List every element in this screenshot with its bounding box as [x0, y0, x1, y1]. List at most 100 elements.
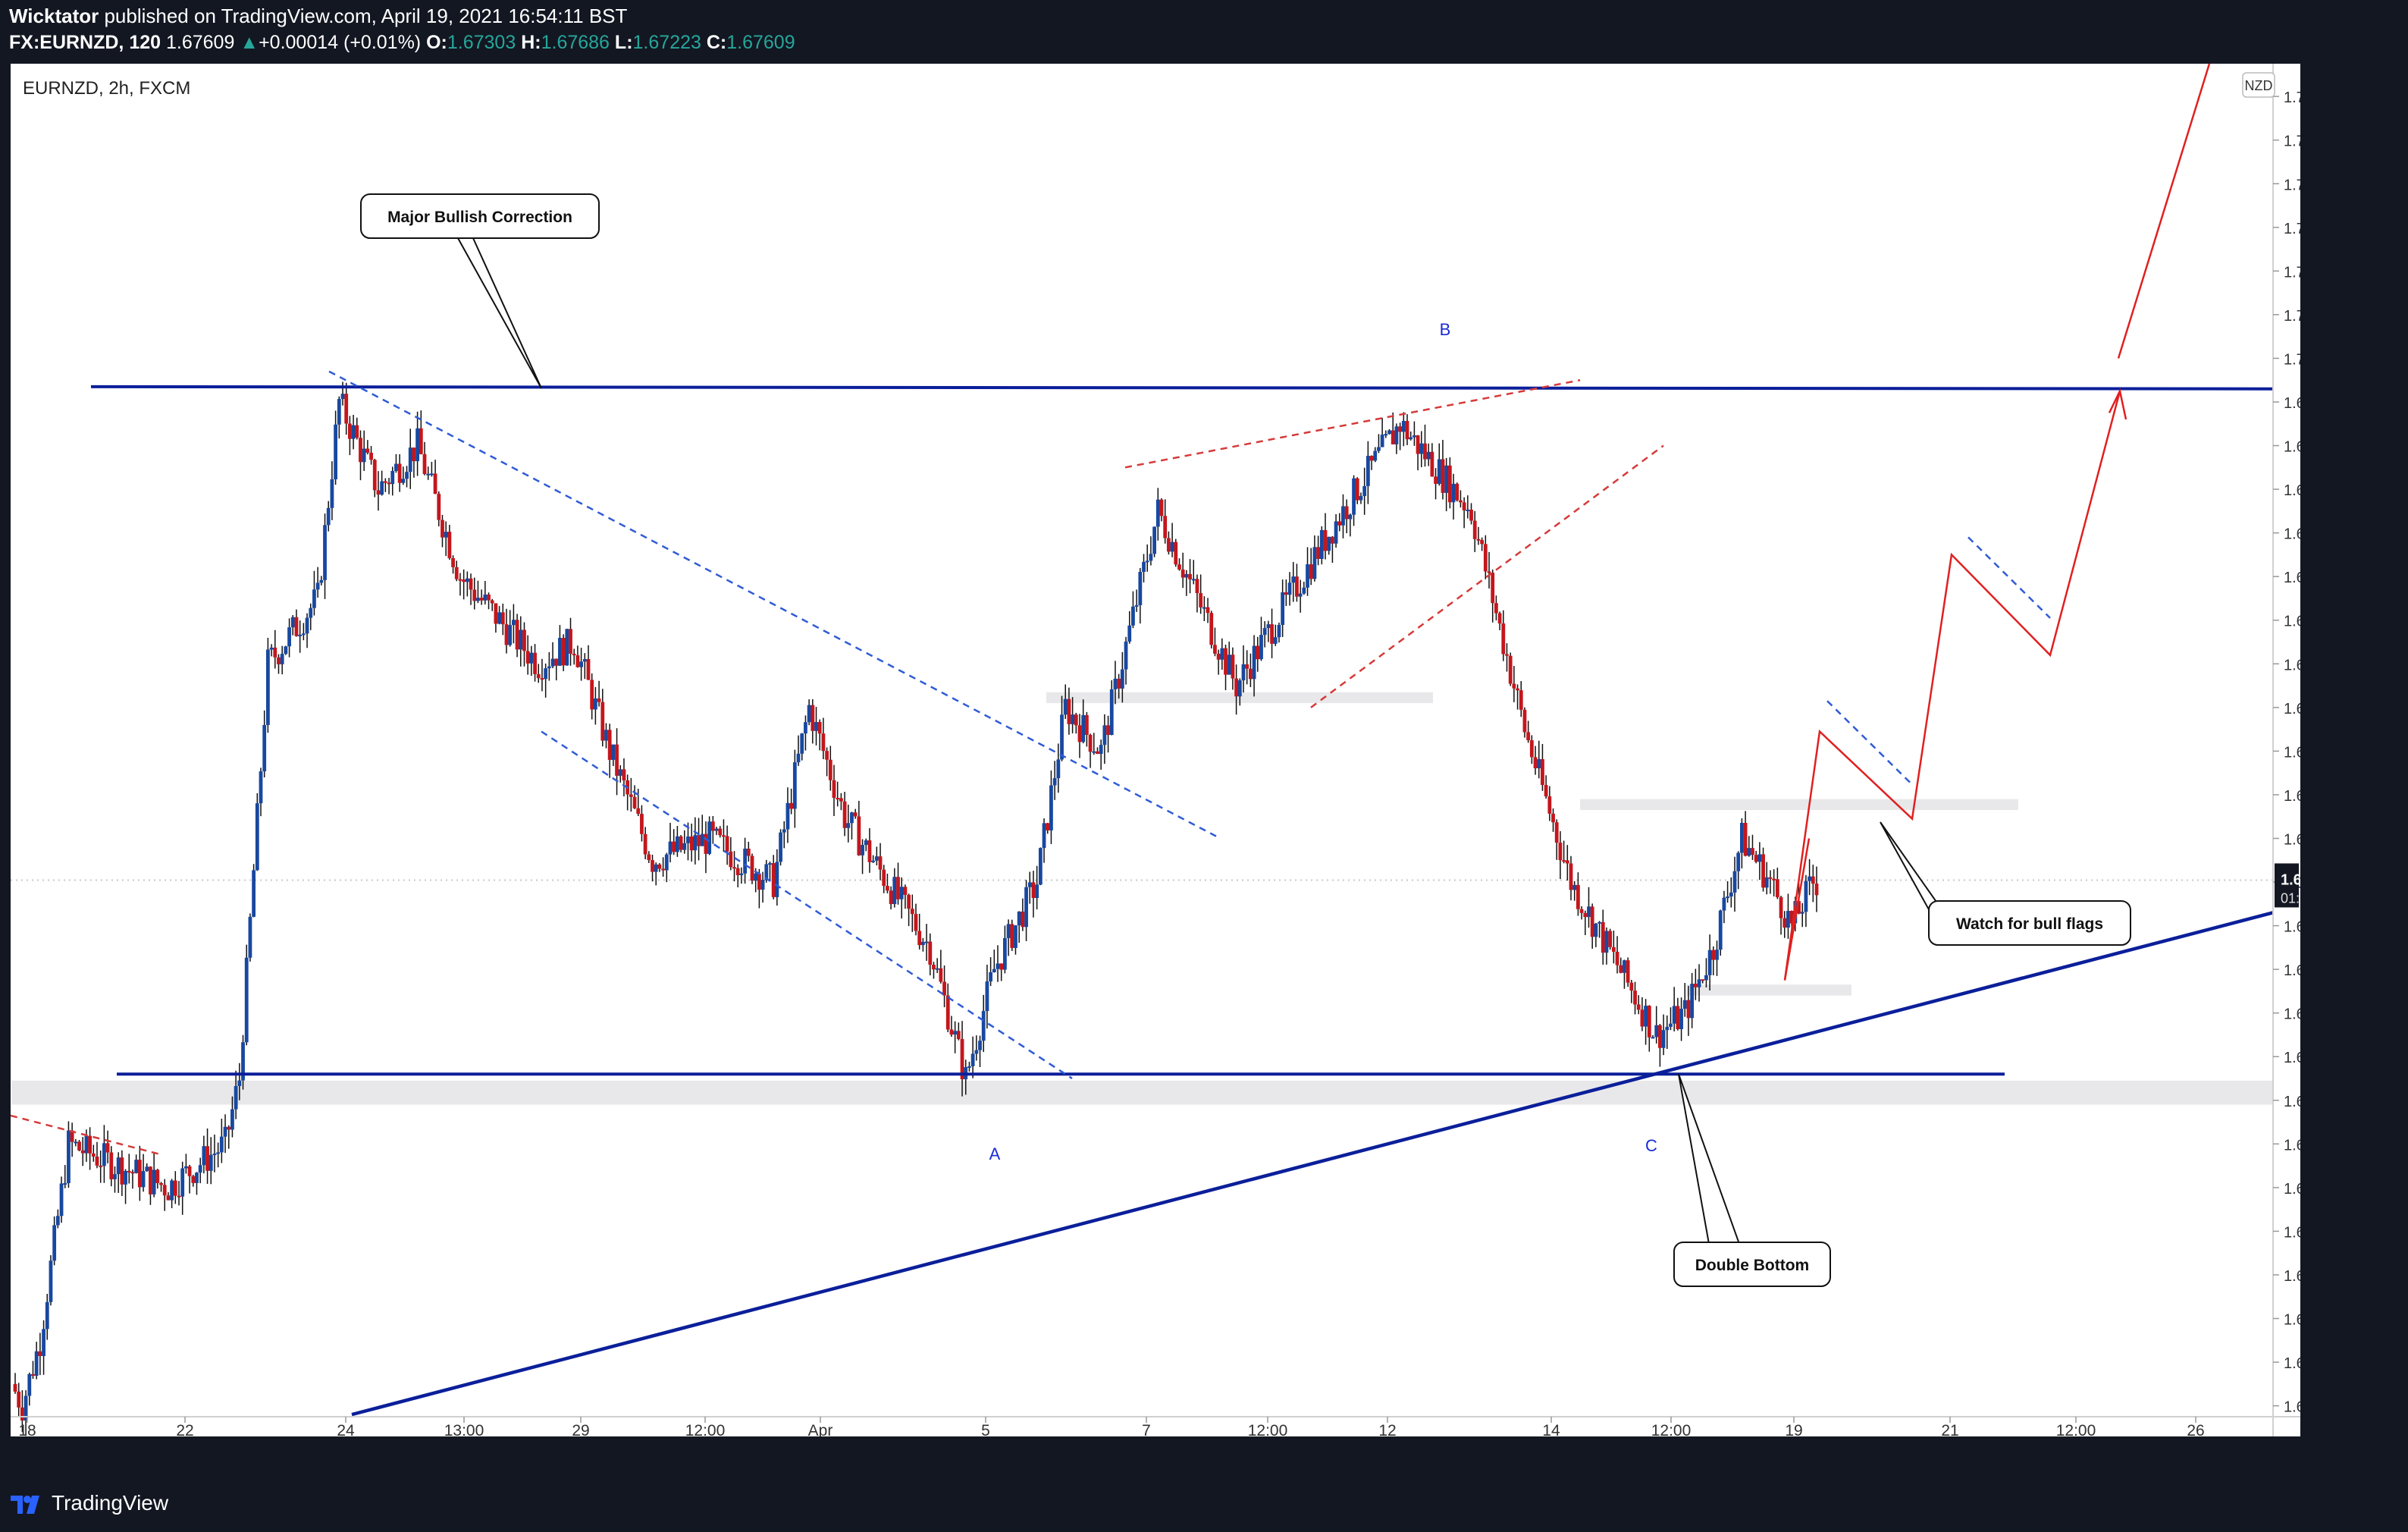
candle-down — [1295, 576, 1299, 597]
candle-up — [59, 1183, 64, 1216]
candle-down — [821, 733, 826, 752]
callout-major-bullish-label[interactable]: Major Bullish Correction — [387, 209, 572, 226]
candle-up — [1056, 759, 1061, 779]
candle-up — [1718, 910, 1723, 950]
drawings[interactable] — [11, 64, 2274, 1417]
candle-up — [241, 1042, 245, 1081]
candle-up — [284, 646, 288, 655]
candle-up — [1409, 437, 1413, 440]
callouts[interactable]: Major Bullish Correction Double Bottom Wat… — [360, 193, 2131, 1287]
candle-down — [1248, 668, 1253, 680]
candle-down — [127, 1170, 131, 1173]
candle-down — [672, 841, 676, 852]
candle-up — [1466, 509, 1470, 511]
candle-down — [1647, 1006, 1651, 1038]
candle-down — [1619, 965, 1623, 973]
candle-down — [811, 705, 815, 731]
price-marker-value: 1.67609 — [2281, 871, 2300, 888]
currency-badge-label[interactable]: NZD — [2245, 78, 2273, 93]
channel-lower — [541, 730, 1073, 1080]
candle-up — [768, 863, 772, 865]
zone-2 — [1580, 799, 2018, 811]
candle-up — [981, 1011, 986, 1041]
candle-down — [1224, 648, 1228, 675]
candle-down — [369, 452, 373, 460]
candle-up — [202, 1146, 206, 1166]
candle-down — [1447, 465, 1452, 503]
candle-down — [942, 981, 946, 996]
x-tick-label: 12 — [1378, 1422, 1396, 1436]
candle-up — [1298, 593, 1303, 597]
candle-down — [1423, 443, 1427, 460]
candle-up — [970, 1053, 975, 1066]
candle-up — [319, 579, 324, 583]
candle-up — [1092, 751, 1096, 753]
candle-down — [561, 638, 566, 666]
candle-up — [792, 762, 797, 809]
publish-line: Wicktator published on TradingView.com, … — [9, 5, 627, 28]
candle-down — [159, 1182, 163, 1185]
symbol-line[interactable]: FX:EURNZD, 120 — [9, 32, 161, 53]
candle-down — [1544, 785, 1548, 797]
candle-up — [1387, 430, 1391, 435]
candle-up — [1587, 906, 1591, 918]
candle-down — [1469, 509, 1473, 521]
candle-up — [1102, 725, 1107, 746]
candle-up — [1038, 848, 1043, 885]
y-tick-label: 1.70800 — [2284, 177, 2300, 193]
callout-double-bottom-label[interactable]: Double Bottom — [1695, 1257, 1809, 1274]
candle-up — [1419, 443, 1424, 454]
candle-up — [1027, 882, 1032, 887]
chart-area[interactable]: A B C Major Bullish Correction Double Botto… — [11, 64, 2300, 1436]
candle-down — [789, 802, 794, 809]
candle-down — [1416, 435, 1420, 454]
brand-name[interactable]: TradingView — [52, 1491, 169, 1515]
candle-up — [380, 481, 384, 495]
candle-up — [846, 823, 851, 828]
candles — [13, 381, 1819, 1436]
candle-up — [1572, 884, 1577, 890]
candle-up — [804, 722, 807, 734]
candle-down — [932, 965, 936, 970]
y-tick-label: 1.67800 — [2284, 831, 2300, 848]
candle-up — [42, 1329, 45, 1357]
publisher-name[interactable]: Wicktator — [9, 5, 99, 27]
candle-up — [682, 843, 687, 850]
projection-breakout — [2117, 64, 2211, 359]
candle-up — [1747, 848, 1751, 856]
candle-up — [315, 582, 320, 590]
candle-down — [1088, 734, 1093, 752]
candle-down — [70, 1130, 74, 1142]
candle-down — [1789, 911, 1794, 924]
callout-bull-flags-label[interactable]: Watch for bull flags — [1956, 915, 2103, 933]
candle-up — [1341, 506, 1345, 526]
candle-down — [177, 1195, 181, 1198]
candle-up — [1729, 892, 1733, 897]
candle-up — [1138, 572, 1143, 605]
candle-up — [27, 1373, 32, 1396]
y-tick-label: 1.71000 — [2284, 133, 2300, 150]
candle-down — [746, 848, 751, 856]
candle-down — [479, 598, 484, 601]
candle-down — [945, 995, 950, 1030]
candle-down — [1077, 725, 1082, 742]
price-chart[interactable]: A B C Major Bullish Correction Double Botto… — [11, 64, 2300, 1436]
candle-down — [173, 1180, 177, 1196]
tradingview-logo-icon[interactable] — [9, 1493, 45, 1515]
candle-up — [1654, 1025, 1659, 1038]
callout-double-bottom-pointer — [1678, 1073, 1755, 1287]
x-tick-label: 12:00 — [1651, 1422, 1692, 1436]
candle-up — [113, 1174, 117, 1179]
candle-down — [1494, 603, 1498, 614]
candle-down — [1209, 613, 1214, 645]
candle-down — [1772, 878, 1776, 881]
candle-down — [80, 1150, 85, 1154]
chart-title[interactable]: EURNZD, 2h, FXCM — [23, 78, 190, 99]
candle-up — [1002, 937, 1007, 970]
candle-down — [437, 494, 441, 520]
candle-up — [1113, 678, 1118, 689]
candle-down — [137, 1160, 142, 1188]
price-marker-countdown: 01:05:51 — [2281, 890, 2300, 906]
candle-up — [1109, 689, 1114, 736]
candle-down — [1512, 683, 1516, 689]
